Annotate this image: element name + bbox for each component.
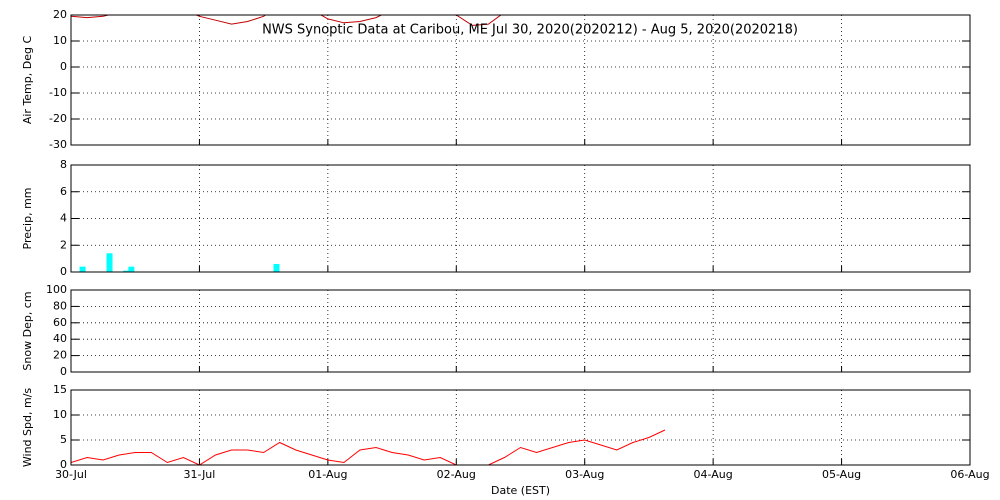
chart-title: NWS Synoptic Data at Caribou, ME Jul 30,… bbox=[262, 23, 798, 38]
frame bbox=[70, 389, 971, 466]
y-axis-label: Precip, mm bbox=[21, 188, 34, 250]
frame bbox=[70, 289, 971, 373]
x-tick-label: 31-Jul bbox=[183, 468, 215, 481]
y-tick-label: 10 bbox=[53, 408, 67, 421]
y-tick-label: 6 bbox=[60, 185, 67, 198]
y-tick-label: 20 bbox=[53, 8, 67, 21]
y-tick-label: 40 bbox=[53, 332, 67, 345]
x-tick-label: 06-Aug bbox=[950, 468, 989, 481]
y-tick-label: -20 bbox=[49, 112, 67, 125]
y-tick-label: 0 bbox=[60, 60, 67, 73]
x-tick-label: 02-Aug bbox=[437, 468, 476, 481]
bar bbox=[128, 266, 135, 272]
frame bbox=[70, 164, 971, 273]
y-tick-label: -30 bbox=[49, 138, 67, 151]
y-tick-label: 15 bbox=[53, 383, 67, 396]
x-tick-label: 30-Jul bbox=[55, 468, 87, 481]
plot-area bbox=[71, 429, 666, 465]
y-tick-label: 10 bbox=[53, 34, 67, 47]
y-axis-label: Snow Dep, cm bbox=[21, 291, 34, 370]
bar bbox=[106, 253, 113, 272]
y-tick-label: 2 bbox=[60, 238, 67, 251]
x-tick-label: 01-Aug bbox=[308, 468, 347, 481]
y-tick-label: 100 bbox=[46, 283, 67, 296]
panel: 0 5 10 15 30-Jul 31-Jul 01-Aug 02-Aug 03-Aug 04-A… bbox=[21, 383, 990, 497]
plot-area bbox=[79, 253, 280, 272]
y-axis-label: Air Temp, Deg C bbox=[21, 36, 34, 125]
x-axis-label: Date (EST) bbox=[491, 484, 550, 497]
x-tick-label: 04-Aug bbox=[694, 468, 733, 481]
y-axis-label: Wind Spd, m/s bbox=[21, 388, 34, 468]
bar bbox=[79, 266, 86, 272]
y-tick-label: 20 bbox=[53, 349, 67, 362]
y-tick-label: 8 bbox=[60, 158, 67, 171]
panel: 0 20 40 60 80 100 Snow Dep, cm bbox=[21, 283, 971, 378]
panel: 0 2 4 6 8 Precip, mm bbox=[21, 158, 971, 278]
y-tick-label: 0 bbox=[60, 458, 67, 471]
y-tick-label: 0 bbox=[60, 265, 67, 278]
y-tick-label: 60 bbox=[53, 316, 67, 329]
x-tick-label: 05-Aug bbox=[822, 468, 861, 481]
frame bbox=[70, 14, 971, 146]
y-tick-label: 4 bbox=[60, 212, 67, 225]
panel: -30 -20 -10 0 10 20 Air Temp, Deg C NWS Synopti… bbox=[21, 8, 971, 151]
y-tick-label: 80 bbox=[53, 299, 67, 312]
y-tick-label: 5 bbox=[60, 433, 67, 446]
y-tick-label: -10 bbox=[49, 86, 67, 99]
bar bbox=[273, 263, 280, 272]
bar bbox=[123, 270, 130, 272]
data-line bbox=[71, 429, 666, 465]
y-tick-label: 0 bbox=[60, 365, 67, 378]
x-tick-label: 03-Aug bbox=[565, 468, 604, 481]
